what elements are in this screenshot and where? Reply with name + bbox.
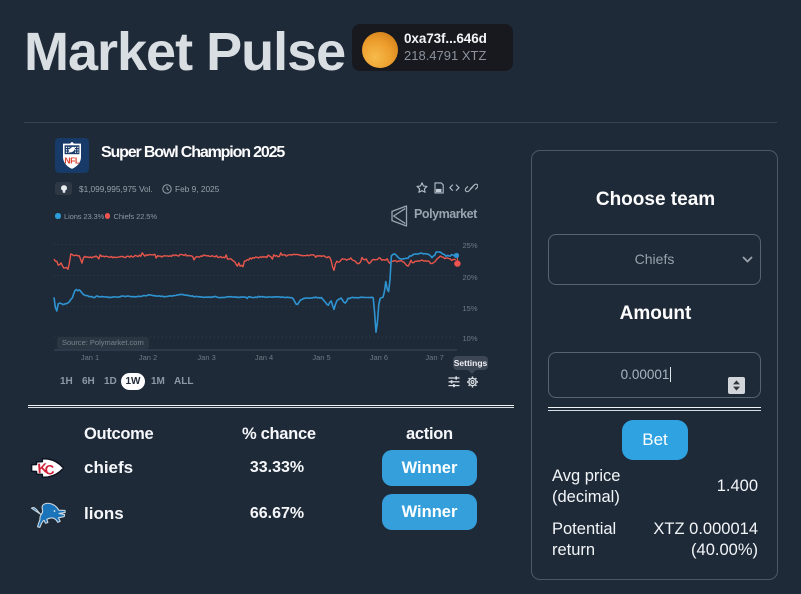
- svg-text:C: C: [44, 462, 55, 478]
- svg-text:K: K: [37, 460, 48, 476]
- svg-text:NFL: NFL: [64, 156, 80, 166]
